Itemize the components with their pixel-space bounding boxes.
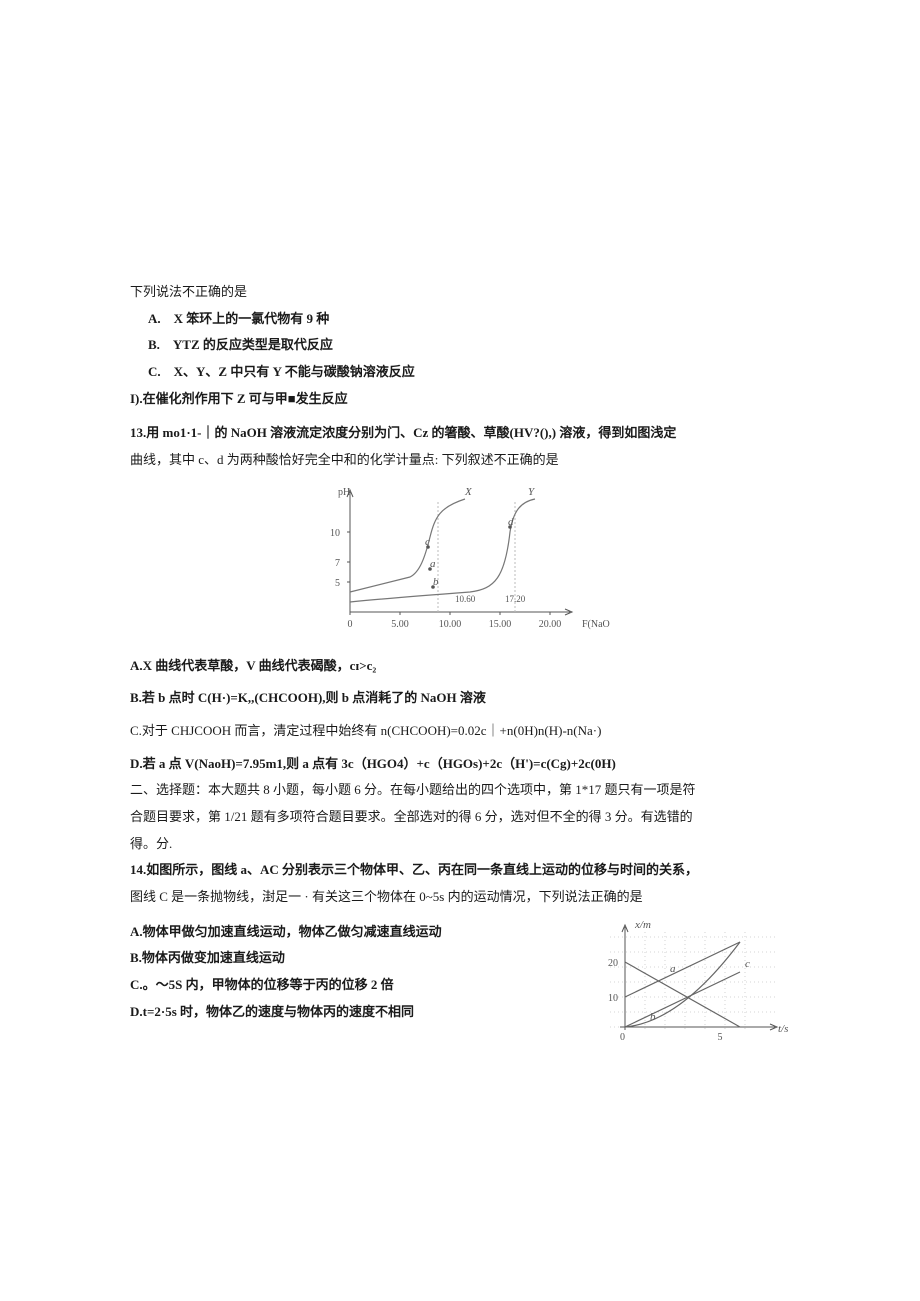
q12-option-c: C. X、Y、Z 中只有 Y 不能与碳酸钠溶液反应 [130, 360, 790, 385]
svg-text:a: a [430, 558, 436, 570]
svg-text:b: b [433, 576, 439, 588]
svg-text:10.00: 10.00 [439, 619, 462, 630]
q13-option-c: C.对于 CHJCOOH 而言，清定过程中始终有 n(CHCOOH)=0.02c… [130, 719, 790, 744]
q13-stem-1: 13.用 mo1·1-｜的 NaOH 溶液流定浓度分别为门、Cz 的箸酸、草酸(… [130, 421, 790, 446]
svg-text:10: 10 [608, 993, 618, 1004]
svg-text:b: b [650, 1011, 656, 1023]
displacement-time-chart: x/m t/s 10 20 5 0 a b c [590, 912, 790, 1047]
svg-text:c: c [425, 536, 430, 548]
svg-text:5.00: 5.00 [391, 619, 409, 630]
svg-text:20: 20 [608, 958, 618, 969]
q14-option-d: D.t=2·5s 时，物体乙的速度与物体丙的速度不相同 [130, 1000, 570, 1025]
svg-text:5: 5 [335, 578, 340, 589]
svg-text:0: 0 [348, 619, 353, 630]
svg-text:10.60: 10.60 [455, 594, 476, 604]
q13-option-a: A.X 曲线代表草酸，V 曲线代表碣酸，cɪ>c₂ [130, 654, 790, 679]
svg-text:10: 10 [330, 528, 340, 539]
svg-text:t/s: t/s [778, 1023, 788, 1035]
svg-text:x/m: x/m [634, 919, 651, 931]
svg-text:d: d [508, 516, 514, 528]
q14-option-a: A.物体甲做匀加速直线运动，物体乙做匀减速直线运动 [130, 920, 570, 945]
section2-line2: 合题目要求，第 1/21 题有多项符合题目要求。全部选对的得 6 分，选对但不全… [130, 805, 790, 830]
q13-stem-2: 曲线，其中 c、d 为两种酸恰好完全中和的化学计量点: 下列叙述不正确的是 [130, 448, 790, 473]
svg-text:7: 7 [335, 558, 340, 569]
q14-chart: x/m t/s 10 20 5 0 a b c [590, 912, 790, 1056]
section2-line3: 得。分. [130, 832, 790, 857]
svg-text:F(NaOH)/mL: F(NaOH)/mL [582, 619, 610, 630]
q14-stem-2: 图线 C 是一条抛物线，湗足一 · 有关这三个物体在 0~5s 内的运动情况，下… [130, 885, 790, 910]
q13-option-b: B.若 b 点时 C(H·)=K,,(CHCOOH),则 b 点消耗了的 NaO… [130, 686, 790, 711]
svg-text:X: X [464, 486, 473, 498]
q13-option-d: D.若 a 点 V(NaoH)=7.95m1,则 a 点有 3c（HGO4）+c… [130, 752, 790, 777]
q14-option-c: C.。～5S 内，甲物体的位移等于丙的位移 2 倍 [130, 973, 570, 998]
svg-text:c: c [745, 958, 750, 970]
q12-intro: 下列说法不正确的是 [130, 280, 790, 305]
q14-stem-1: 14.如图所示，图线 a、AC 分别表示三个物体甲、乙、丙在同一条直线上运动的位… [130, 858, 790, 883]
svg-text:17.20: 17.20 [505, 594, 526, 604]
section2-line1: 二、选择题：本大题共 8 小题，每小题 6 分。在每小题给出的四个选项中，第 1… [130, 778, 790, 803]
svg-text:0: 0 [620, 1032, 625, 1043]
q13-chart: 5 7 10 0 5.00 10.00 15.00 20.00 F(NaOH)/mL pH X Yab… [130, 477, 790, 646]
svg-text:pH: pH [338, 487, 350, 498]
q12-option-b: B. YTZ 的反应类型是取代反应 [130, 333, 790, 358]
svg-text:15.00: 15.00 [489, 619, 512, 630]
svg-text:20.00: 20.00 [539, 619, 562, 630]
svg-text:Y: Y [528, 486, 536, 498]
svg-text:5: 5 [718, 1032, 723, 1043]
titration-curve-chart: 5 7 10 0 5.00 10.00 15.00 20.00 F(NaOH)/mL pH X Yab… [310, 477, 610, 637]
q14-option-b: B.物体丙做变加速直线运动 [130, 946, 570, 971]
q12-option-a: A. X 笨环上的一氯代物有 9 种 [130, 307, 790, 332]
q12-option-d: I).在催化剂作用下 Z 可与甲■发生反应 [130, 387, 790, 412]
svg-text:a: a [670, 963, 676, 975]
